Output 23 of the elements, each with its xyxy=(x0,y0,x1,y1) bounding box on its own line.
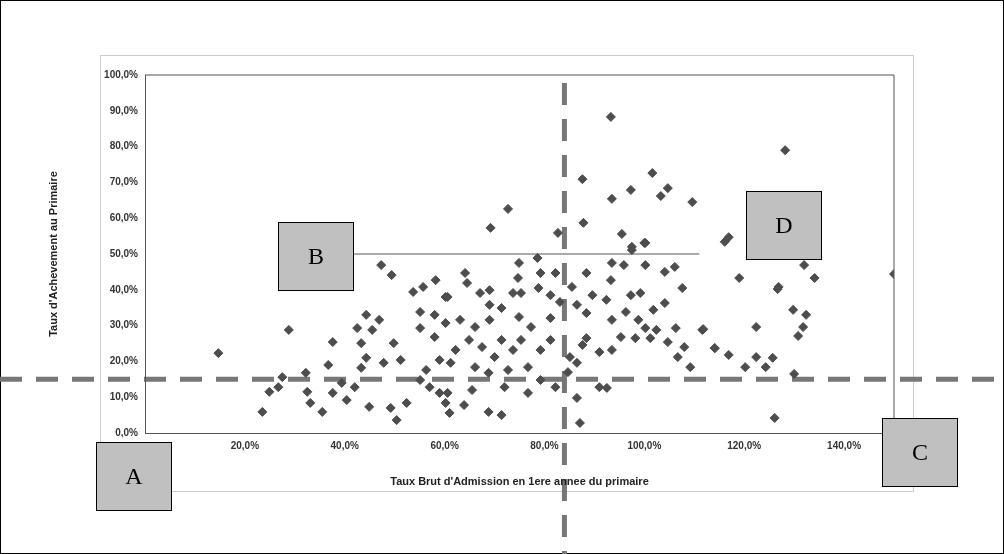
x-tick-label: 140,0% xyxy=(827,439,862,451)
x-tick-label: 60,0% xyxy=(430,439,459,451)
y-tick-label: 40,0% xyxy=(109,283,139,295)
y-tick-label: 70,0% xyxy=(109,176,139,188)
x-tick-label: 80,0% xyxy=(530,439,559,451)
y-tick-label: 60,0% xyxy=(109,211,139,223)
y-axis-title: Taux d'Achevement au Primaire xyxy=(46,171,59,337)
y-tick-label: 20,0% xyxy=(109,355,139,367)
annotation: B xyxy=(278,222,354,291)
y-tick-label: 90,0% xyxy=(109,104,139,116)
y-tick-label: 100,0% xyxy=(104,68,139,80)
annotation: D xyxy=(746,191,822,260)
x-tick-label: 100,0% xyxy=(627,439,662,451)
y-tick-label: 50,0% xyxy=(109,247,139,259)
text: A xyxy=(96,442,172,511)
y-tick-label: 10,0% xyxy=(109,390,139,402)
x-tick-label: 120,0% xyxy=(727,439,762,451)
y-tick-label: 30,0% xyxy=(109,319,139,331)
x-tick-label: 20,0% xyxy=(230,439,260,451)
y-tick-label: 80,0% xyxy=(109,140,139,152)
y-tick-label: 0,0% xyxy=(115,426,139,438)
text: C xyxy=(882,418,958,487)
x-tick-label: 40,0% xyxy=(330,439,360,451)
